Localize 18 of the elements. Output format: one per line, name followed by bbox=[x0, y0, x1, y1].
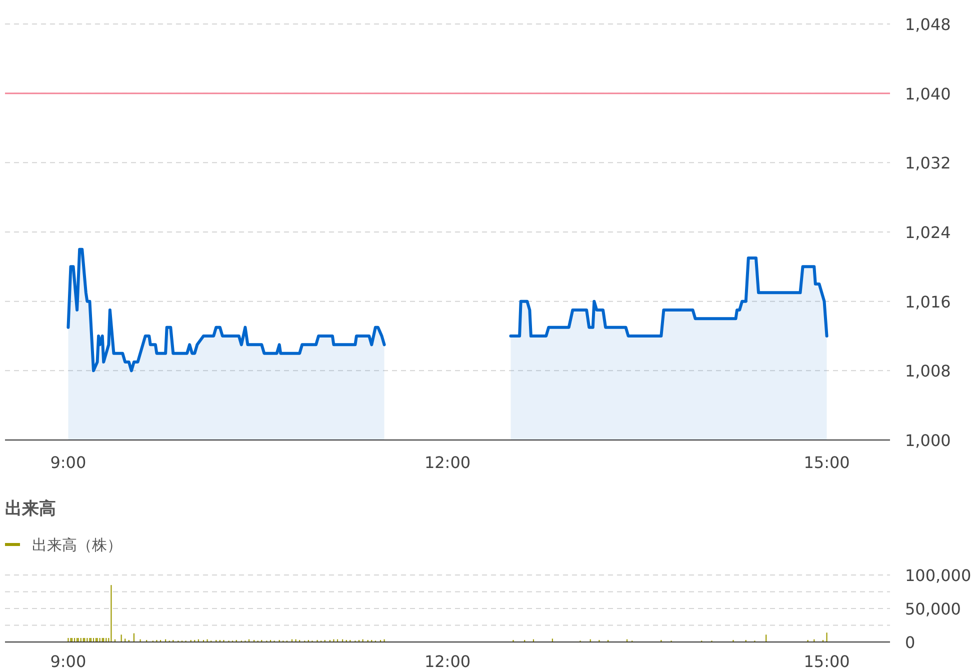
y-tick-label: 50,000 bbox=[905, 600, 961, 618]
x-tick-label: 15:00 bbox=[804, 652, 850, 670]
y-tick-label: 1,024 bbox=[905, 223, 951, 242]
y-tick-label: 1,040 bbox=[905, 84, 951, 104]
y-tick-label: 1,032 bbox=[905, 154, 951, 173]
y-tick-label: 100,000 bbox=[905, 566, 972, 585]
x-tick-label: 9:00 bbox=[50, 453, 86, 472]
x-tick-label: 12:00 bbox=[424, 453, 471, 472]
x-tick-label: 15:00 bbox=[804, 453, 850, 472]
y-tick-label: 1,008 bbox=[905, 362, 951, 381]
y-tick-label: 1,000 bbox=[905, 431, 951, 450]
y-tick-label: 1,016 bbox=[905, 292, 951, 312]
chart-title: 出来高 bbox=[5, 499, 56, 519]
x-tick-label: 9:00 bbox=[50, 652, 86, 670]
x-tick-label: 12:00 bbox=[424, 652, 471, 670]
y-tick-label: 0 bbox=[905, 633, 916, 652]
legend-label: 出来高（株） bbox=[32, 536, 122, 554]
y-tick-label: 1,048 bbox=[905, 15, 951, 34]
